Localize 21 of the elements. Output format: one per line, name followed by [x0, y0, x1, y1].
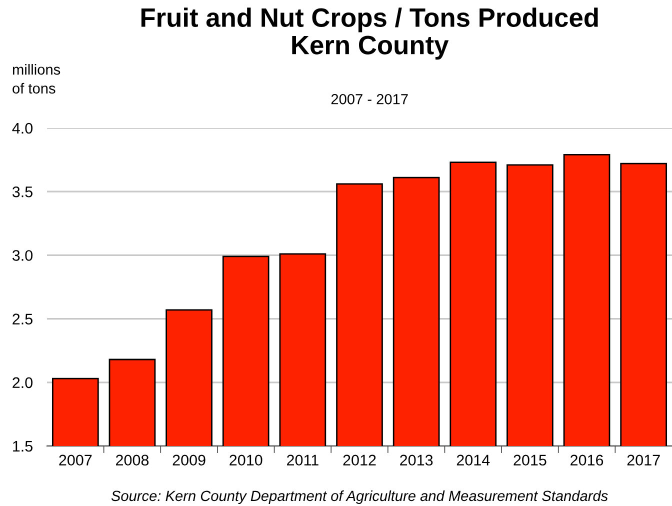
x-tick-label: 2007 — [59, 454, 92, 466]
x-tick-label: 2008 — [116, 454, 149, 466]
y-tick-label: 2.5 — [12, 314, 32, 324]
chart-subtitle: 2007 - 2017 — [331, 94, 408, 104]
x-tick-label: 2012 — [343, 454, 376, 466]
x-tick-label: 2013 — [400, 454, 433, 466]
x-tick-label: 2009 — [172, 454, 206, 466]
x-tick-label: 2015 — [514, 454, 546, 466]
x-tick-label: 2016 — [570, 454, 604, 466]
y-tick-label: 1.5 — [13, 441, 32, 452]
x-tick-label: 2010 — [230, 454, 262, 466]
y-tick-label: 2.0 — [12, 377, 33, 388]
x-tick-label: 2014 — [456, 454, 490, 466]
y-tick-label: 3.0 — [12, 250, 33, 261]
source-note: Source: Kern County Department of Agriculture and Measurement Standards — [111, 490, 608, 504]
y-axis-title: millions of tons — [12, 64, 60, 94]
y-tick-label: 4.0 — [12, 122, 33, 134]
chart-title: Fruit and Nut Crops / Tons Produced Kern County — [141, 8, 598, 60]
x-tick-label: 2011 — [287, 454, 318, 466]
y-tick-label: 3.5 — [12, 186, 32, 198]
x-tick-label: 2017 — [627, 454, 660, 466]
